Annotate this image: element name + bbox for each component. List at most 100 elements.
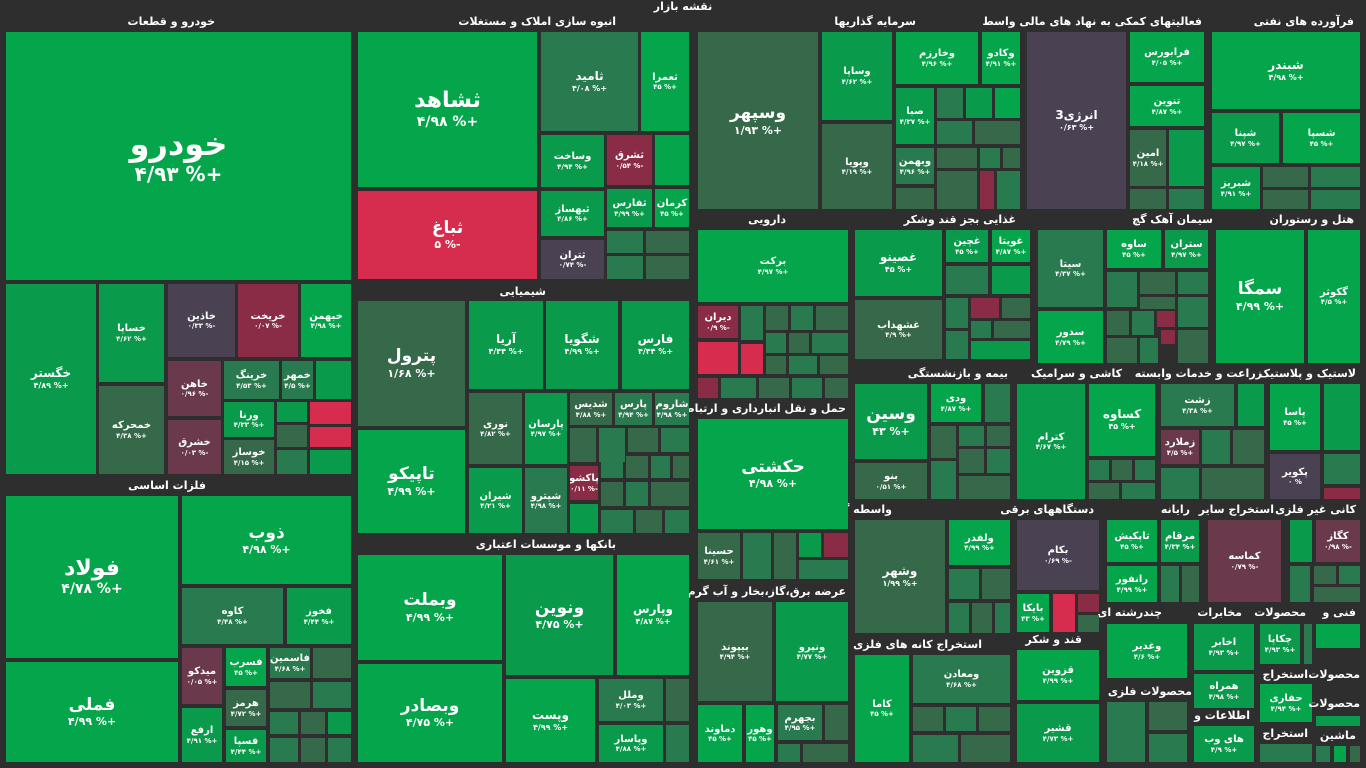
tile-small[interactable] — [979, 707, 1010, 731]
tile-sba[interactable]: صبا ۴/۳۷ %+ — [896, 88, 934, 144]
tile-small[interactable] — [1316, 746, 1330, 762]
tile-shdis[interactable]: شدیس ۴/۸۸ %+ — [570, 393, 612, 425]
tile-arfa[interactable]: ارفع ۴/۹۱ %+ — [182, 708, 222, 762]
tile-sharom[interactable]: شاروم ۴/۹۸ %+ — [655, 393, 689, 425]
tile-vmelal[interactable]: وملل ۴/۰۳ %+ — [599, 679, 663, 721]
tile-small[interactable] — [1311, 190, 1360, 209]
tile-chkapa[interactable]: چکاپا ۴/۹۳ %+ — [1260, 624, 1300, 664]
tile-small[interactable] — [1263, 190, 1308, 209]
tile-small[interactable] — [1233, 430, 1264, 464]
tile-midco[interactable]: میدکو ۰/۰۵ %+ — [182, 648, 222, 704]
tile-small[interactable] — [824, 533, 848, 557]
tile-small[interactable] — [741, 344, 763, 374]
tile-ghshir[interactable]: قشیر ۴/۷۳ %+ — [1017, 704, 1099, 762]
tile-small[interactable] — [1161, 566, 1179, 602]
tile-ranfor[interactable]: رانفور ۴/۹۹ %+ — [1107, 566, 1157, 602]
tile-small[interactable] — [1169, 130, 1204, 186]
tile-khring[interactable]: خرینگ ۴/۵۳ %+ — [224, 361, 279, 399]
tile-small[interactable] — [961, 735, 1010, 762]
tile-hayvab[interactable]: های وب ۴/۹ %+ — [1194, 726, 1254, 762]
tile-small[interactable] — [937, 148, 977, 168]
tile-khazin[interactable]: خاذین ۰/۳۳ %- — [168, 284, 235, 357]
tile-vkharazm[interactable]: وخارزم ۴/۹۶ %+ — [896, 32, 978, 84]
tile-small[interactable] — [949, 569, 979, 599]
tile-pkvir[interactable]: پکویر ۰ % — [1270, 454, 1320, 499]
tile-samga[interactable]: سمگا ۴/۹۹ %+ — [1216, 230, 1304, 363]
tile-petrol[interactable]: پترول ۱/۶۸ %+ — [358, 301, 465, 426]
tile-khegostar[interactable]: خگستر ۴/۸۹ %+ — [6, 284, 96, 474]
tile-small[interactable] — [301, 738, 325, 762]
tile-small[interactable] — [1107, 702, 1145, 762]
tile-sbhsaz[interactable]: ثبهساز ۴/۸۶ %+ — [541, 191, 604, 236]
tile-small[interactable] — [774, 533, 796, 579]
tile-shahed[interactable]: ثشاهد ۴/۹۸ %+ — [358, 32, 537, 187]
tile-kama[interactable]: کاما ۴۵ %+ — [855, 655, 909, 762]
tile-small[interactable] — [1316, 716, 1360, 726]
tile-small[interactable] — [971, 321, 991, 338]
tile-small[interactable] — [959, 449, 984, 473]
tile-pars[interactable]: پارس ۴/۹۴ %+ — [615, 393, 652, 425]
tile-vghdir[interactable]: وغدیر ۴/۶ %+ — [1107, 624, 1187, 678]
tile-small[interactable] — [1078, 594, 1099, 612]
tile-bkam[interactable]: بکام ۰/۶۹ %- — [1017, 520, 1099, 590]
tile-small[interactable] — [270, 738, 298, 762]
tile-small[interactable] — [666, 679, 689, 721]
tile-amin[interactable]: امین ۴/۱۸ %+ — [1130, 130, 1166, 186]
tile-small[interactable] — [992, 266, 1030, 294]
tile-small[interactable] — [1290, 520, 1312, 562]
tile-small[interactable] — [766, 333, 786, 353]
tile-small[interactable] — [1169, 189, 1204, 209]
tile-sbagh[interactable]: ثباغ ۵ %- — [358, 191, 537, 279]
tile-vpasar[interactable]: وپاسار ۴/۸۸ %+ — [599, 725, 663, 762]
tile-small[interactable] — [721, 378, 756, 398]
tile-small[interactable] — [766, 306, 788, 330]
tile-ghchin[interactable]: غچین ۴۵ %+ — [946, 230, 988, 262]
tile-vbmellat[interactable]: وبملت ۴/۹۹ %+ — [358, 555, 502, 660]
tile-shtabriz[interactable]: شبریز ۴/۹۱ %+ — [1212, 167, 1260, 209]
tile-small[interactable] — [1161, 330, 1175, 344]
tile-small[interactable] — [1311, 167, 1360, 187]
tile-small[interactable] — [980, 171, 994, 209]
tile-small[interactable] — [1002, 298, 1030, 318]
tile-small[interactable] — [789, 333, 809, 353]
tile-small[interactable] — [277, 402, 307, 422]
tile-small[interactable] — [959, 426, 984, 446]
tile-small[interactable] — [937, 171, 977, 209]
tile-vsin[interactable]: وسین ۴۳ %+ — [855, 384, 927, 459]
tile-zsht[interactable]: زشت ۴/۳۸ %+ — [1161, 384, 1234, 426]
tile-small[interactable] — [601, 456, 623, 478]
tile-small[interactable] — [1149, 734, 1187, 762]
tile-small[interactable] — [270, 712, 298, 734]
tile-small[interactable] — [959, 476, 1010, 499]
tile-small[interactable] — [766, 356, 786, 374]
tile-small[interactable] — [995, 88, 1020, 118]
tile-mrgham[interactable]: مرقام ۴/۳۴ %+ — [1161, 520, 1199, 562]
tile-sdor[interactable]: سدور ۴/۷۹ %+ — [1038, 311, 1103, 363]
tile-vshahr[interactable]: وشهر ۱/۹۹ %+ — [855, 520, 945, 633]
tile-small[interactable] — [1260, 744, 1312, 762]
tile-small[interactable] — [741, 306, 763, 340]
tile-small[interactable] — [1324, 488, 1360, 499]
tile-bno[interactable]: بنو ۰/۵۱ %+ — [855, 463, 927, 499]
tile-ghsino[interactable]: غصینو ۴۵ %+ — [855, 230, 942, 296]
tile-hamrah[interactable]: همراه ۴/۹۸ %+ — [1194, 674, 1254, 708]
tile-fars[interactable]: فارس ۴/۴۴ %+ — [622, 301, 689, 389]
tile-small[interactable] — [1107, 272, 1137, 307]
tile-small[interactable] — [820, 356, 848, 374]
tile-small[interactable] — [913, 707, 943, 731]
tile-small[interactable] — [626, 482, 648, 506]
tile-fkhoz[interactable]: فخوز ۴/۴۴ %+ — [287, 588, 351, 644]
tile-small[interactable] — [601, 510, 633, 533]
tile-samra[interactable]: ثعمرا ۴۵ %+ — [641, 32, 689, 131]
tile-shpna[interactable]: شپنا ۴/۹۷ %+ — [1212, 113, 1279, 163]
tile-hafari[interactable]: حفاری ۴/۹۴ %+ — [1260, 684, 1312, 722]
tile-small[interactable] — [1130, 189, 1166, 209]
tile-small[interactable] — [607, 231, 643, 253]
tile-small[interactable] — [1112, 460, 1132, 480]
tile-khshargh[interactable]: خشرق ۰/۰۳ %- — [168, 420, 221, 474]
tile-small[interactable] — [1178, 297, 1208, 327]
tile-small[interactable] — [799, 533, 821, 557]
tile-small[interactable] — [994, 321, 1030, 338]
tile-sfars[interactable]: ثفارس ۴/۹۹ %+ — [607, 189, 652, 227]
tile-small[interactable] — [1324, 454, 1360, 484]
